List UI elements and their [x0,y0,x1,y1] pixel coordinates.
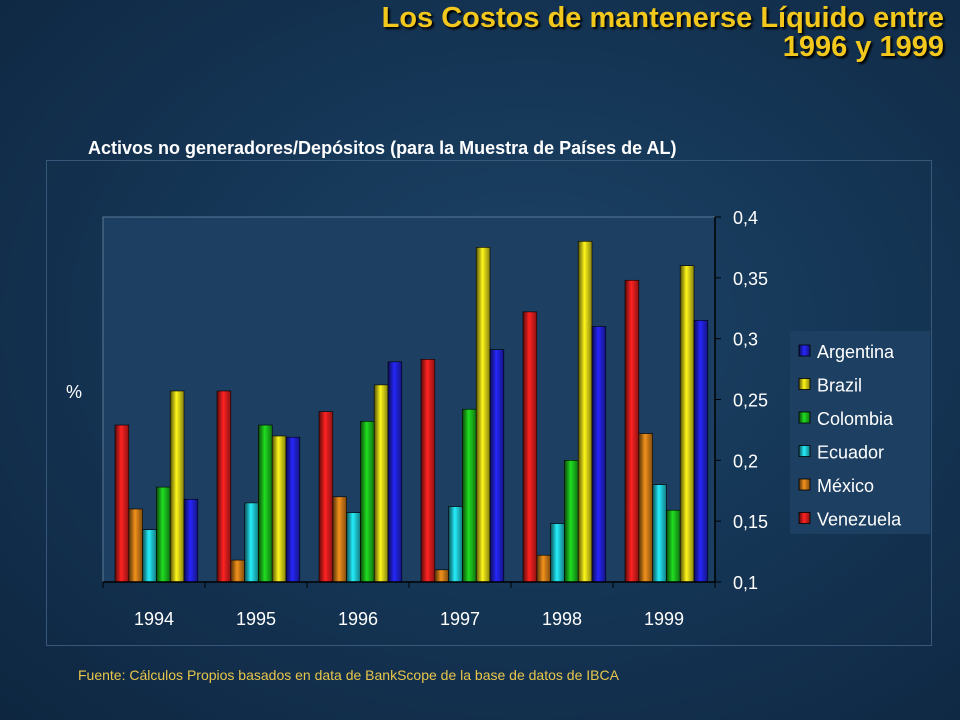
y-tick-label: 0,35 [733,269,768,289]
bar [489,349,505,583]
bar [550,523,565,583]
bar [475,247,491,583]
bar [522,311,538,583]
bar [183,498,199,583]
bar [156,486,171,583]
legend-label: México [817,476,874,496]
bar [258,424,273,583]
legend-swatch [798,445,811,457]
bar [420,359,436,583]
bar [285,436,301,583]
slide-title-line2: 1996 y 1999 [782,31,944,63]
x-tick-label: 1994 [134,609,174,629]
bar [360,421,375,583]
y-tick-label: 0,2 [733,451,758,471]
legend-label: Colombia [817,409,894,429]
chart-title: Activos no generadores/Depósitos (para l… [88,138,677,158]
bar [434,569,449,583]
bar [638,433,653,583]
bar [230,559,245,583]
bar [346,512,361,583]
y-tick-label: 0,3 [733,330,758,350]
bar [142,529,157,583]
legend-swatch [798,411,811,424]
legend-label: Argentina [817,342,895,362]
slide-title: Los Costos de mantenerse Líquido entre 1… [244,4,944,62]
legend [790,331,930,534]
x-tick-label: 1998 [542,609,582,629]
legend-swatch [798,512,811,524]
bar [624,279,640,583]
bar [373,384,389,583]
bar [666,509,681,583]
legend-label: Ecuador [817,443,884,463]
legend-swatch [798,478,811,491]
bar [244,502,259,583]
bar [536,554,551,583]
bar [591,326,607,583]
legend-swatch [798,344,811,357]
legend-label: Venezuela [817,510,902,530]
legend-label: Brazil [817,376,862,396]
source-note: Fuente: Cálculos Propios basados en data… [78,667,619,683]
bar [169,390,185,583]
slide-title-line1: Los Costos de mantenerse Líquido entre [381,2,944,34]
x-tick-label: 1997 [440,609,480,629]
bar [564,460,579,583]
bar [652,484,667,583]
bar [114,424,130,583]
bar [577,241,593,583]
x-tick-label: 1995 [236,609,276,629]
bar [216,390,232,583]
y-tick-label: 0,25 [733,391,768,411]
bar [332,496,347,583]
bar [448,506,463,583]
bar [271,435,287,583]
x-tick-label: 1999 [644,609,684,629]
y-tick-label: 0,15 [733,512,768,532]
bar [128,508,143,583]
bar [462,408,477,583]
x-tick-label: 1996 [338,609,378,629]
bar [679,265,695,583]
y-axis-label: % [66,382,82,402]
bar [318,411,334,583]
legend-swatch [798,378,811,390]
y-tick-label: 0,1 [733,573,758,593]
y-tick-label: 0,4 [733,208,758,228]
chart-frame [46,160,932,646]
bar [387,361,403,583]
bar [693,320,709,583]
